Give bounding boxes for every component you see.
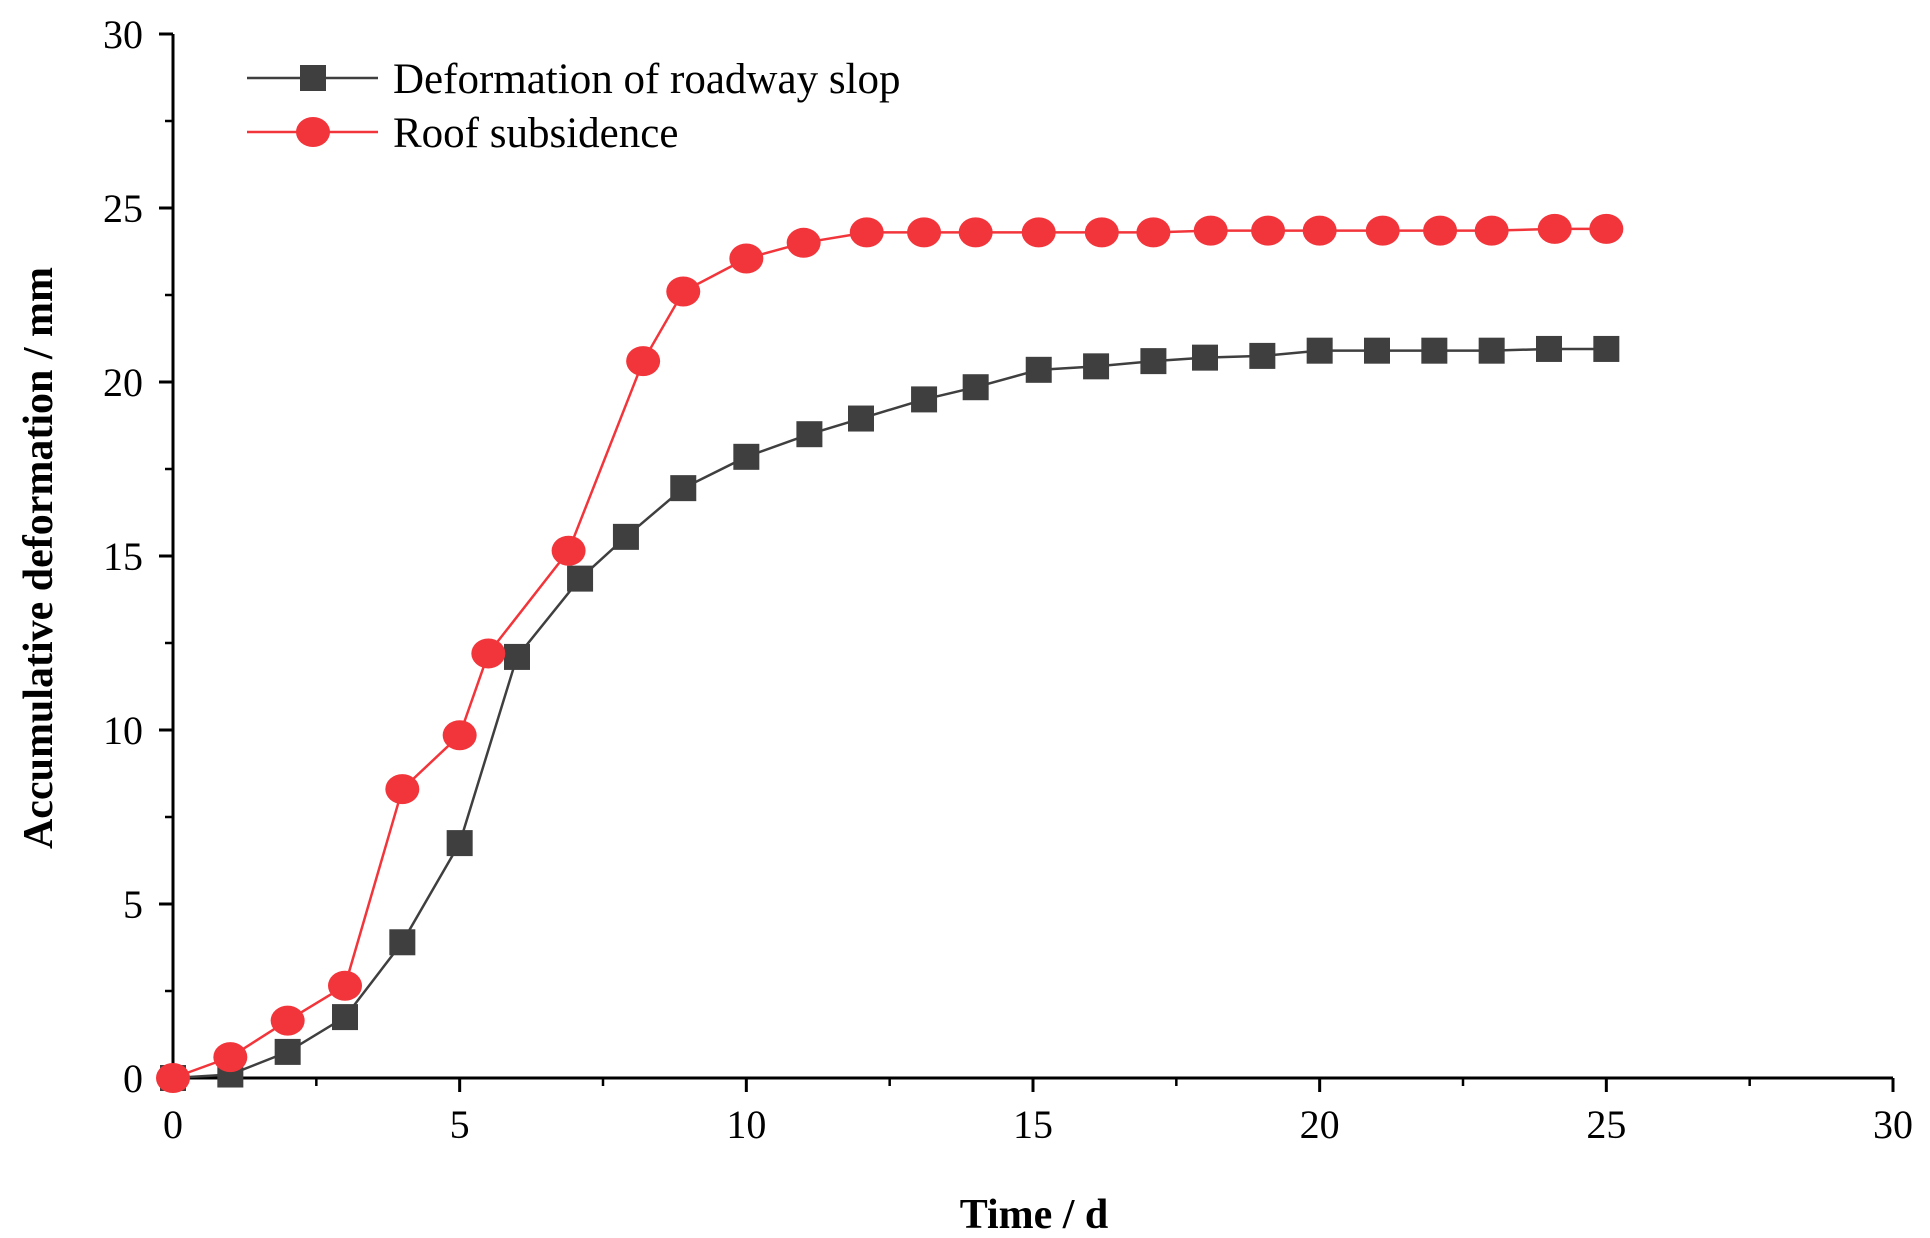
y-axis-title: Accumulative deformation / mm [16, 267, 62, 849]
axes: 0 5 10 15 20 25 30 0 5 10 15 20 25 30 [103, 12, 1913, 1147]
data-point-square [1421, 337, 1448, 364]
data-point-circle [1537, 213, 1572, 244]
data-point-square [389, 929, 416, 956]
y-tick-label: 15 [103, 534, 143, 579]
data-point-square [1306, 337, 1333, 364]
data-point-circle [1251, 215, 1286, 246]
data-point-circle [666, 276, 701, 307]
data-point-circle [328, 970, 362, 1001]
data-point-square [1140, 348, 1167, 375]
data-point-square [332, 1004, 358, 1031]
x-tick-label: 5 [450, 1102, 470, 1147]
data-point-circle [156, 1063, 190, 1093]
data-point-square [848, 405, 874, 432]
data-point-square [733, 443, 760, 470]
data-point-circle [1021, 217, 1056, 248]
data-point-square [504, 643, 530, 670]
x-tick-label: 30 [1873, 1102, 1913, 1147]
legend: Deformation of roadway slop Roof subsiden… [247, 56, 901, 157]
data-point-square [612, 523, 639, 550]
series-layer [156, 213, 1624, 1093]
data-point-square [1536, 335, 1562, 362]
data-point-circle [213, 1042, 248, 1073]
data-point-circle [1423, 215, 1458, 246]
y-tick-label: 0 [123, 1056, 143, 1101]
data-point-circle [1084, 217, 1119, 248]
data-point-square [446, 830, 473, 857]
data-point-square [962, 374, 989, 401]
data-point-square [1478, 337, 1505, 364]
legend-item: Deformation of roadway slop [247, 56, 901, 103]
data-point-circle [551, 535, 586, 566]
data-point-square [567, 565, 594, 592]
data-point-square [1083, 353, 1110, 380]
x-tick-label: 0 [163, 1102, 183, 1147]
x-tick-label: 25 [1586, 1102, 1626, 1147]
data-point-circle [1474, 215, 1509, 246]
data-point-circle [729, 243, 764, 274]
x-tick-label: 20 [1300, 1102, 1340, 1147]
data-point-circle [1136, 217, 1171, 248]
data-point-circle [958, 217, 993, 248]
data-point-square [1364, 337, 1390, 364]
series-deformation-of-roadway-slop [160, 335, 1620, 1091]
data-point-circle [385, 774, 420, 805]
legend-label: Deformation of roadway slop [393, 56, 901, 103]
data-point-circle [1365, 215, 1400, 246]
data-point-circle [1589, 213, 1624, 244]
data-point-circle [849, 217, 884, 248]
x-tick-label: 10 [726, 1102, 766, 1147]
series-roof-subsidence [156, 213, 1624, 1093]
legend-marker-square [300, 65, 326, 91]
data-point-circle [1302, 215, 1337, 246]
data-point-square [1025, 356, 1052, 383]
data-point-square [796, 421, 823, 448]
y-tick-label: 30 [103, 12, 143, 57]
data-point-circle [270, 1005, 305, 1036]
y-tick-label: 25 [103, 186, 143, 231]
legend-label: Roof subsidence [393, 110, 678, 157]
x-axis-title: Time / d [960, 1192, 1109, 1238]
data-point-square [1593, 335, 1620, 362]
data-point-circle [442, 720, 477, 751]
y-tick-label: 5 [123, 882, 143, 927]
data-point-circle [626, 346, 661, 377]
data-point-circle [786, 227, 821, 258]
y-tick-label: 20 [103, 360, 143, 405]
legend-item: Roof subsidence [247, 110, 678, 157]
data-point-circle [471, 638, 506, 669]
x-tick-label: 15 [1013, 1102, 1053, 1147]
data-point-circle [1193, 215, 1228, 246]
data-point-square [274, 1038, 301, 1065]
data-point-square [670, 475, 697, 502]
data-point-square [1249, 342, 1276, 369]
legend-marker-circle [296, 117, 330, 147]
data-point-circle [907, 217, 942, 248]
data-point-square [1192, 344, 1218, 371]
data-point-square [911, 386, 938, 413]
y-tick-label: 10 [103, 708, 143, 753]
